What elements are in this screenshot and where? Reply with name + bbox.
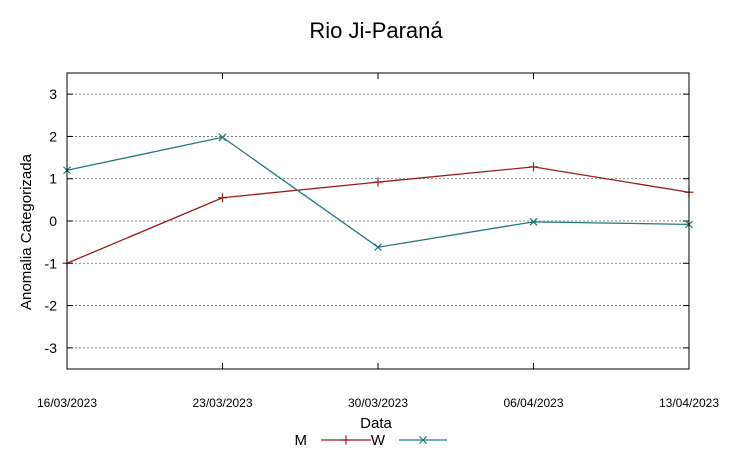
- data-point-W: [374, 243, 382, 252]
- data-point-W: [218, 133, 227, 142]
- data-point-M: [529, 162, 538, 172]
- y-axis-ticks: 3 2 1 0 -1 -2 -3: [45, 86, 689, 356]
- y-tick-label: 0: [49, 213, 57, 229]
- y-tick-label: -3: [45, 340, 58, 356]
- plot-frame: [66, 72, 690, 370]
- y-tick-label: -1: [45, 255, 58, 271]
- y-tick-label: 2: [49, 128, 57, 144]
- x-tick-label: 06/04/2023: [503, 396, 563, 410]
- series-line-W: [66, 136, 690, 248]
- x-axis-ticks: 16/03/2023 23/03/2023 30/03/2023 06/04/2023…: [37, 73, 719, 410]
- grid-lines: [67, 93, 689, 349]
- x-tick-label: 30/03/2023: [348, 396, 408, 410]
- x-tick-label: 23/03/2023: [192, 396, 252, 410]
- y-tick-label: 3: [49, 86, 57, 102]
- y-tick-label: 1: [49, 171, 57, 187]
- data-point-W: [529, 217, 538, 226]
- x-axis-label: Data: [360, 415, 392, 432]
- y-tick-label: -2: [45, 298, 58, 314]
- legend-label-W: W: [371, 432, 386, 449]
- legend-label-M: M: [295, 432, 308, 449]
- data-point-M: [373, 177, 383, 187]
- data-point-M: [218, 193, 227, 203]
- chart-title: Rio Ji-Paraná: [309, 18, 443, 43]
- x-tick-label: 16/03/2023: [37, 396, 97, 410]
- y-axis-label: Anomalia Categorizada: [18, 153, 35, 310]
- series-lines: [62, 133, 694, 268]
- legend-marker-W: [419, 436, 427, 444]
- legend-marker-M: [341, 435, 351, 445]
- x-tick-label: 13/04/2023: [659, 396, 719, 410]
